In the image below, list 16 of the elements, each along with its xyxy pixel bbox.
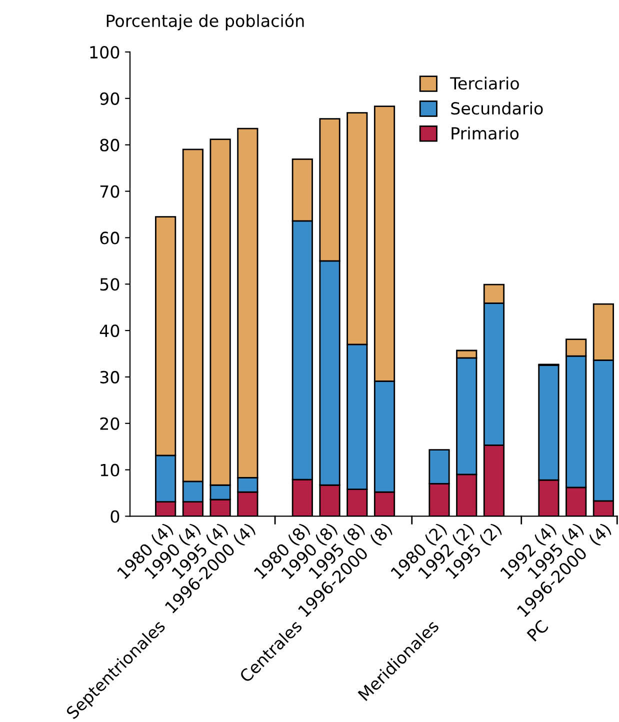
- y-tick-label: 70: [100, 185, 120, 198]
- y-tick-label: 80: [100, 138, 120, 152]
- y-tick-label: 90: [100, 92, 120, 105]
- y-tick-label: 60: [100, 232, 120, 244]
- y-tick-label: 50: [100, 278, 120, 291]
- y-tick-label: 100: [90, 46, 120, 59]
- y-tick-label: 40: [100, 324, 120, 338]
- y-tick-label: 30: [100, 370, 120, 384]
- y-tick-label: 0: [110, 510, 120, 523]
- y-axis-title: Porcentaje de población: [106, 14, 304, 30]
- legend-label: Secundario: [451, 102, 543, 115]
- legend-label: Primario: [452, 126, 519, 140]
- legend-label: Terciario: [450, 76, 519, 90]
- text: PC: [526, 619, 549, 642]
- y-tick-label: 10: [100, 464, 120, 476]
- y-tick-label: 20: [100, 417, 120, 430]
